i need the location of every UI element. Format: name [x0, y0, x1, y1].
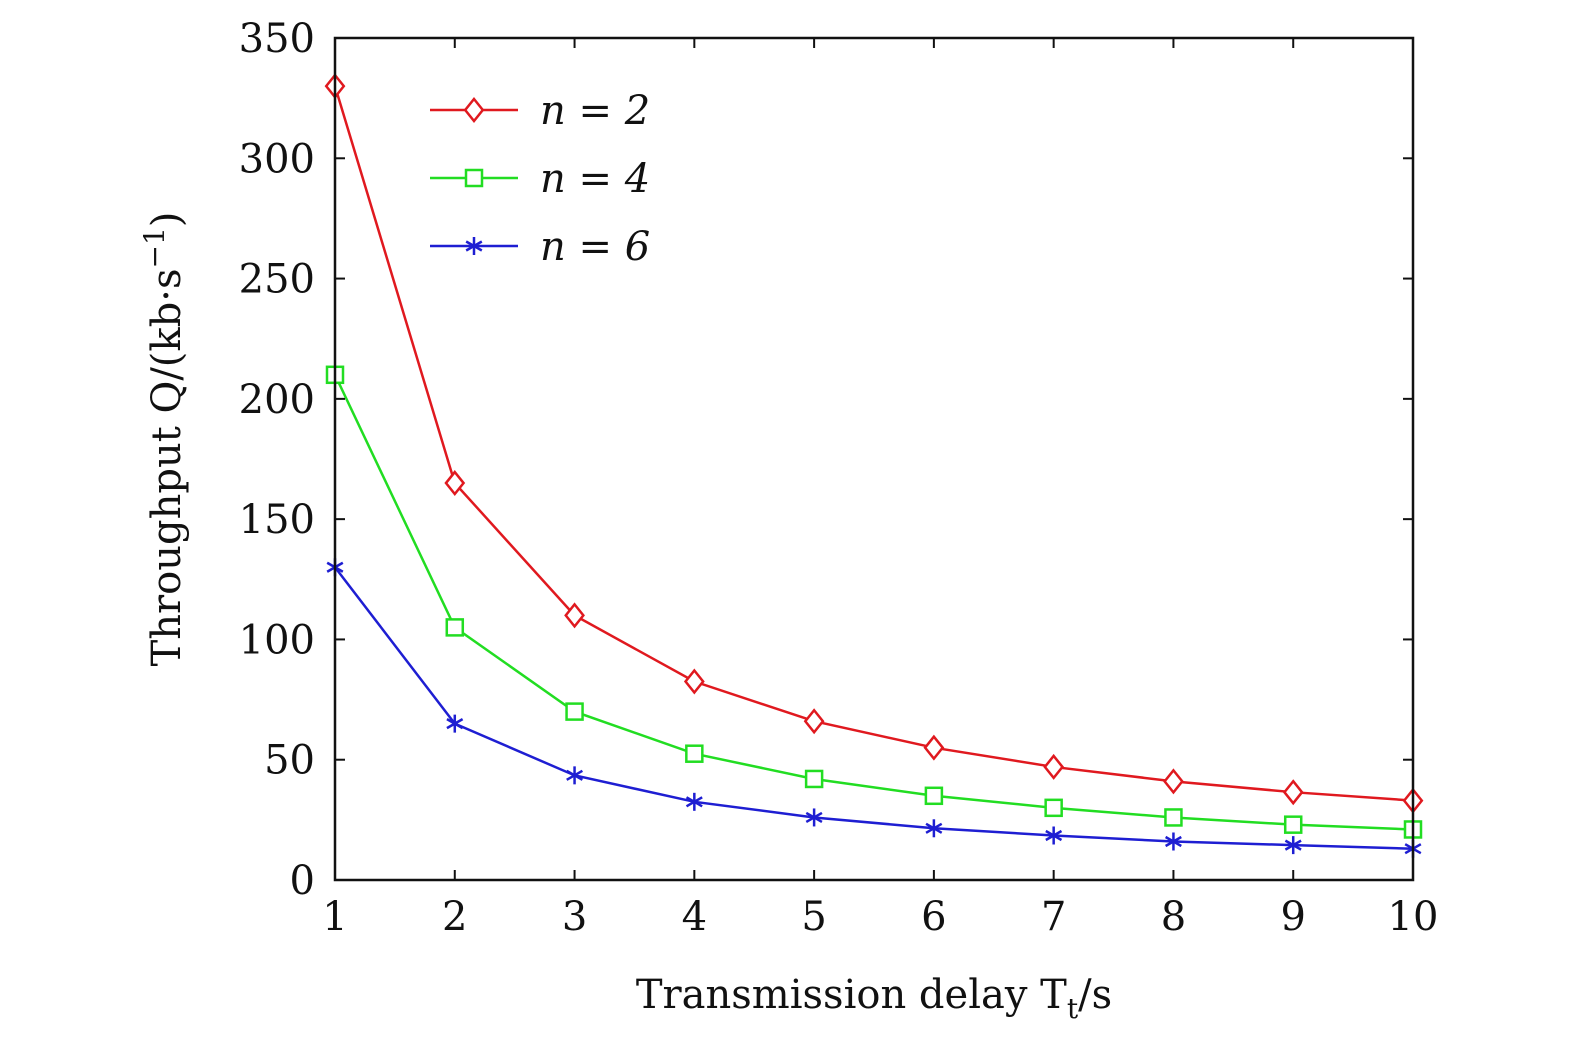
data-point — [1284, 836, 1302, 855]
x-tick-label: 5 — [801, 894, 826, 940]
legend-label: n = 2 — [540, 88, 650, 134]
x-tick-label: 7 — [1041, 894, 1066, 940]
legend: n = 2 n = 4 n = 6 — [430, 88, 650, 270]
data-point — [923, 734, 945, 761]
y-tick-label: 350 — [239, 16, 315, 62]
x-tick-label: 8 — [1161, 894, 1186, 940]
legend-item: n = 6 — [430, 224, 650, 270]
x-axis-title: Transmission delay Tt/s — [636, 972, 1112, 1025]
data-point — [564, 602, 585, 629]
data-point — [445, 618, 465, 637]
data-point — [1163, 768, 1184, 795]
y-axis-title: Throughput Q/(kb·s−1) — [138, 212, 190, 667]
legend-label: n = 4 — [540, 156, 650, 202]
y-tick-label: 250 — [239, 257, 315, 303]
series-line-1 — [333, 374, 1414, 831]
data-point — [804, 769, 824, 789]
data-point — [803, 708, 825, 735]
data-point — [683, 668, 705, 695]
data-point — [565, 702, 584, 721]
data-point — [1283, 815, 1303, 834]
legend-item: n = 4 — [430, 156, 650, 202]
y-tick-label: 300 — [239, 136, 315, 182]
y-tick-label: 150 — [239, 497, 315, 543]
data-point — [1043, 753, 1065, 780]
data-point — [1282, 779, 1304, 806]
data-point — [1045, 826, 1063, 845]
legend-marker — [463, 96, 485, 124]
data-point — [805, 808, 823, 827]
y-tick-label: 50 — [264, 738, 315, 784]
data-point — [1164, 808, 1183, 827]
y-tick-label: 100 — [239, 617, 315, 663]
legend-marker — [464, 168, 484, 188]
x-tick-label: 3 — [562, 894, 587, 940]
data-point — [566, 766, 584, 785]
series-line-0 — [333, 85, 1414, 802]
plot-area — [324, 73, 1424, 858]
data-point — [1044, 798, 1063, 818]
x-tick-label: 10 — [1388, 894, 1439, 940]
x-tick-label: 4 — [682, 894, 707, 940]
data-point — [446, 714, 464, 733]
data-point — [685, 792, 703, 811]
legend-label: n = 6 — [540, 224, 650, 270]
y-tick-label: 0 — [290, 858, 315, 904]
data-point — [444, 470, 466, 497]
data-point — [925, 819, 943, 838]
x-tick-label: 9 — [1280, 894, 1305, 940]
x-tick-label: 6 — [921, 894, 946, 940]
y-tick-label: 200 — [239, 377, 315, 423]
legend-marker — [465, 237, 483, 255]
data-point — [924, 786, 944, 806]
data-point — [685, 744, 704, 763]
series-line-2 — [334, 566, 1414, 850]
x-tick-label: 2 — [442, 894, 467, 940]
plot-frame — [333, 36, 1415, 882]
legend-item: n = 2 — [430, 88, 650, 134]
data-point — [1164, 832, 1182, 851]
x-tick-label: 1 — [322, 894, 347, 940]
